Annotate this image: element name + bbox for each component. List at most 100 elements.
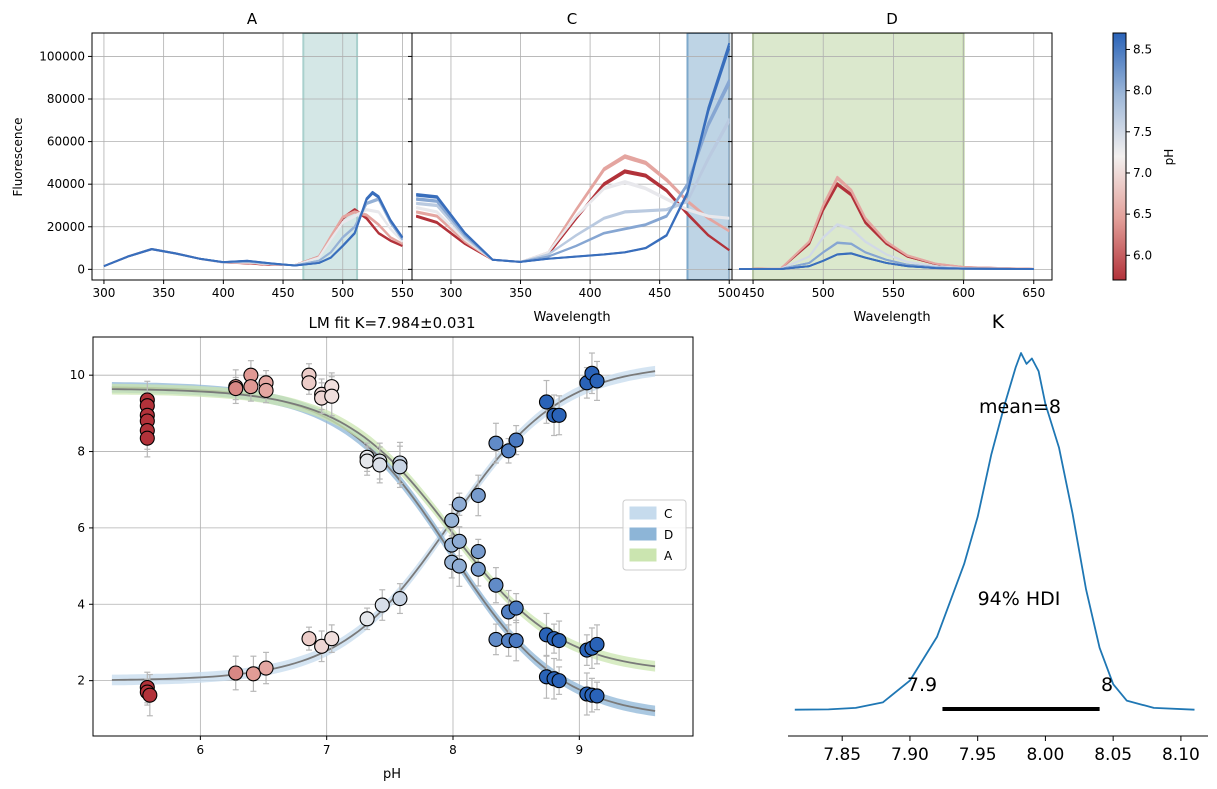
- data-point: [488, 631, 504, 647]
- y-tick-label: 20000: [47, 220, 85, 234]
- spectrum-line: [738, 223, 1034, 270]
- spectrum-line: [739, 252, 1034, 271]
- panel-a: 300 350 400 450 500 550 0 20000 40000 60000 80000 1…: [11, 10, 414, 300]
- data-point: [470, 561, 486, 577]
- posterior-hdi-label: 94% HDI: [978, 588, 1061, 610]
- x-tick-label: 7.95: [959, 745, 997, 765]
- data-point: [258, 660, 274, 676]
- x-tick-label: 550: [882, 286, 905, 300]
- legend-swatch: [629, 527, 657, 541]
- x-tick-label: 650: [1022, 286, 1045, 300]
- data-point: [324, 631, 340, 647]
- y-tick-label: 10: [70, 368, 85, 382]
- data-point: [374, 597, 390, 613]
- data-point: [359, 453, 375, 469]
- posterior-mean: mean=8: [979, 396, 1061, 418]
- x-tick-label: 6: [197, 743, 205, 757]
- data-point: [139, 430, 155, 446]
- spectrum-line: [416, 42, 731, 263]
- x-tick-label: 350: [509, 286, 532, 300]
- legend-label: C: [664, 507, 672, 521]
- colorbar-tick-label: 7.5: [1133, 125, 1152, 139]
- data-point: [470, 487, 486, 504]
- x-tick-label: 8.00: [1026, 745, 1064, 765]
- data-point: [508, 432, 524, 448]
- data-point: [488, 435, 504, 451]
- x-tick-label: 300: [440, 286, 463, 300]
- data-point: [589, 373, 605, 389]
- x-tick-label: 7.85: [823, 745, 861, 765]
- y-tick-label: 80000: [47, 92, 85, 106]
- x-tick-label: 450: [742, 286, 765, 300]
- data-point: [501, 443, 517, 459]
- panel-a-title: A: [247, 10, 258, 28]
- data-point: [451, 558, 467, 574]
- data-point: [324, 388, 340, 404]
- fit-band: [111, 365, 656, 686]
- panel-d: 450 500 550 600 650 D Wavelength: [728, 10, 1053, 325]
- panel-d-title: D: [886, 10, 898, 28]
- data-point: [538, 394, 555, 410]
- colorbar-tick-label: 6.5: [1133, 207, 1152, 221]
- y-tick-label: 0: [77, 262, 85, 276]
- data-point: [589, 688, 605, 704]
- x-tick-label: 8.10: [1162, 745, 1200, 765]
- y-tick-label: 100000: [39, 49, 85, 63]
- colorbar: 6.0 6.5 7.0 7.5 8.0 8.5 pH: [1112, 32, 1176, 281]
- x-tick-label: 450: [648, 286, 671, 300]
- y-tick-label: 60000: [47, 135, 85, 149]
- spectrum-line: [416, 154, 730, 263]
- data-point: [314, 638, 330, 654]
- data-point: [258, 382, 274, 399]
- data-point: [551, 632, 567, 649]
- hdi-high-label: 8: [1101, 674, 1113, 696]
- hdi-low-label: 7.9: [907, 674, 937, 696]
- y-tick-label: 2: [77, 674, 85, 688]
- fit-band: [111, 382, 656, 717]
- wavelength-band: [752, 33, 965, 280]
- data-point: [243, 379, 259, 395]
- fit-legend: CDA: [622, 499, 687, 571]
- x-tick-label: 500: [812, 286, 835, 300]
- x-tick-label: 400: [212, 286, 235, 300]
- y-tick-label: 40000: [47, 177, 85, 191]
- x-tick-label: 400: [579, 286, 602, 300]
- spectrum-line: [103, 190, 404, 267]
- x-tick-label: 7: [323, 743, 331, 757]
- posterior-panel: 7.85 7.90 7.95 8.00 8.05 8.10 K mean=8 94% HD…: [788, 311, 1208, 765]
- panel-c-xlabel: Wavelength: [533, 310, 610, 325]
- colorbar-tick-label: 8.0: [1133, 84, 1152, 98]
- panel-a-ylabel: Fluorescence: [11, 117, 25, 196]
- x-tick-label: 7.90: [891, 745, 929, 765]
- panel-c-title: C: [567, 10, 577, 28]
- legend-label: A: [664, 549, 673, 563]
- data-point: [470, 544, 486, 560]
- data-point: [551, 407, 567, 423]
- data-point: [488, 577, 504, 593]
- y-tick-label: 8: [77, 445, 85, 459]
- x-tick-label: 9: [575, 743, 583, 757]
- y-tick-label: 4: [77, 597, 85, 611]
- legend-label: D: [664, 528, 673, 542]
- data-point: [392, 590, 408, 607]
- data-point: [508, 600, 524, 616]
- x-tick-label: 8.05: [1094, 745, 1132, 765]
- data-point: [451, 496, 467, 512]
- fit-panel: 6 7 8 9 2 4 6 8 10 LM fit K=7.984±0.031 pH CDA: [70, 314, 694, 782]
- colorbar-tick-label: 6.0: [1133, 248, 1152, 262]
- panel-c: 300 350 400 450 500 C Wavelength: [408, 10, 741, 325]
- x-tick-label: 550: [391, 286, 414, 300]
- data-point: [372, 457, 388, 473]
- x-tick-label: 350: [152, 286, 175, 300]
- fit-title: LM fit K=7.984±0.031: [308, 314, 475, 332]
- colorbar-tick-label: 7.0: [1133, 166, 1152, 180]
- posterior-title: K: [992, 311, 1005, 333]
- colorbar-gradient: [1112, 32, 1127, 281]
- data-point: [142, 687, 158, 703]
- fit-xlabel: pH: [383, 767, 401, 782]
- data-point: [228, 380, 244, 397]
- x-tick-label: 600: [952, 286, 975, 300]
- posterior-density: [794, 352, 1195, 711]
- data-point: [228, 665, 244, 681]
- data-point: [392, 459, 408, 475]
